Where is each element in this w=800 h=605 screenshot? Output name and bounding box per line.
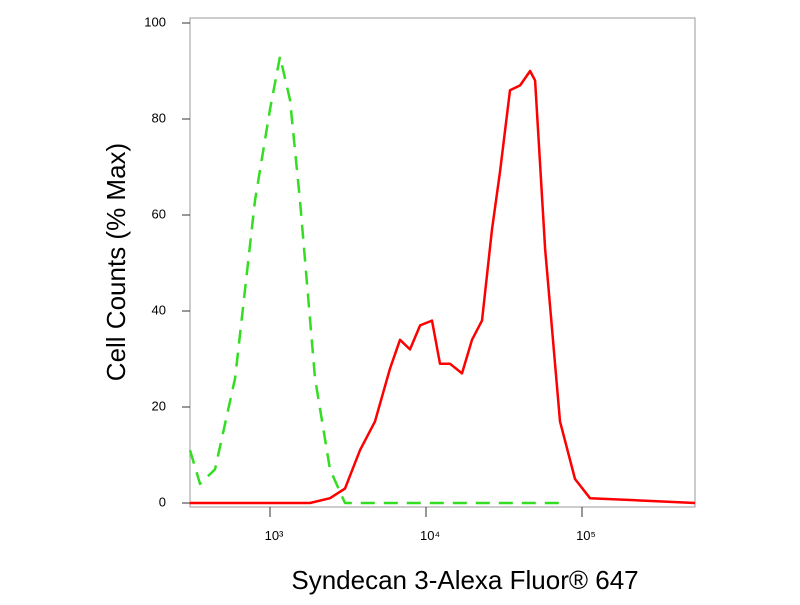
x-tick-label: 10⁵ bbox=[576, 528, 596, 543]
plot-frame bbox=[189, 17, 696, 508]
y-tick-label: 100 bbox=[144, 14, 166, 29]
x-axis-label: Syndecan 3-Alexa Fluor® 647 bbox=[291, 565, 638, 595]
y-tick-label: 40 bbox=[152, 302, 166, 317]
y-tick-label: 80 bbox=[152, 110, 166, 125]
y-tick-label: 20 bbox=[152, 398, 166, 413]
x-tick-label: 10⁴ bbox=[420, 528, 440, 543]
y-axis-label: Cell Counts (% Max) bbox=[101, 143, 131, 381]
y-tick-label: 60 bbox=[152, 206, 166, 221]
x-tick-label: 10³ bbox=[265, 528, 284, 543]
series-line bbox=[188, 55, 560, 505]
series-line bbox=[190, 69, 696, 505]
y-tick-label: 0 bbox=[159, 494, 166, 509]
